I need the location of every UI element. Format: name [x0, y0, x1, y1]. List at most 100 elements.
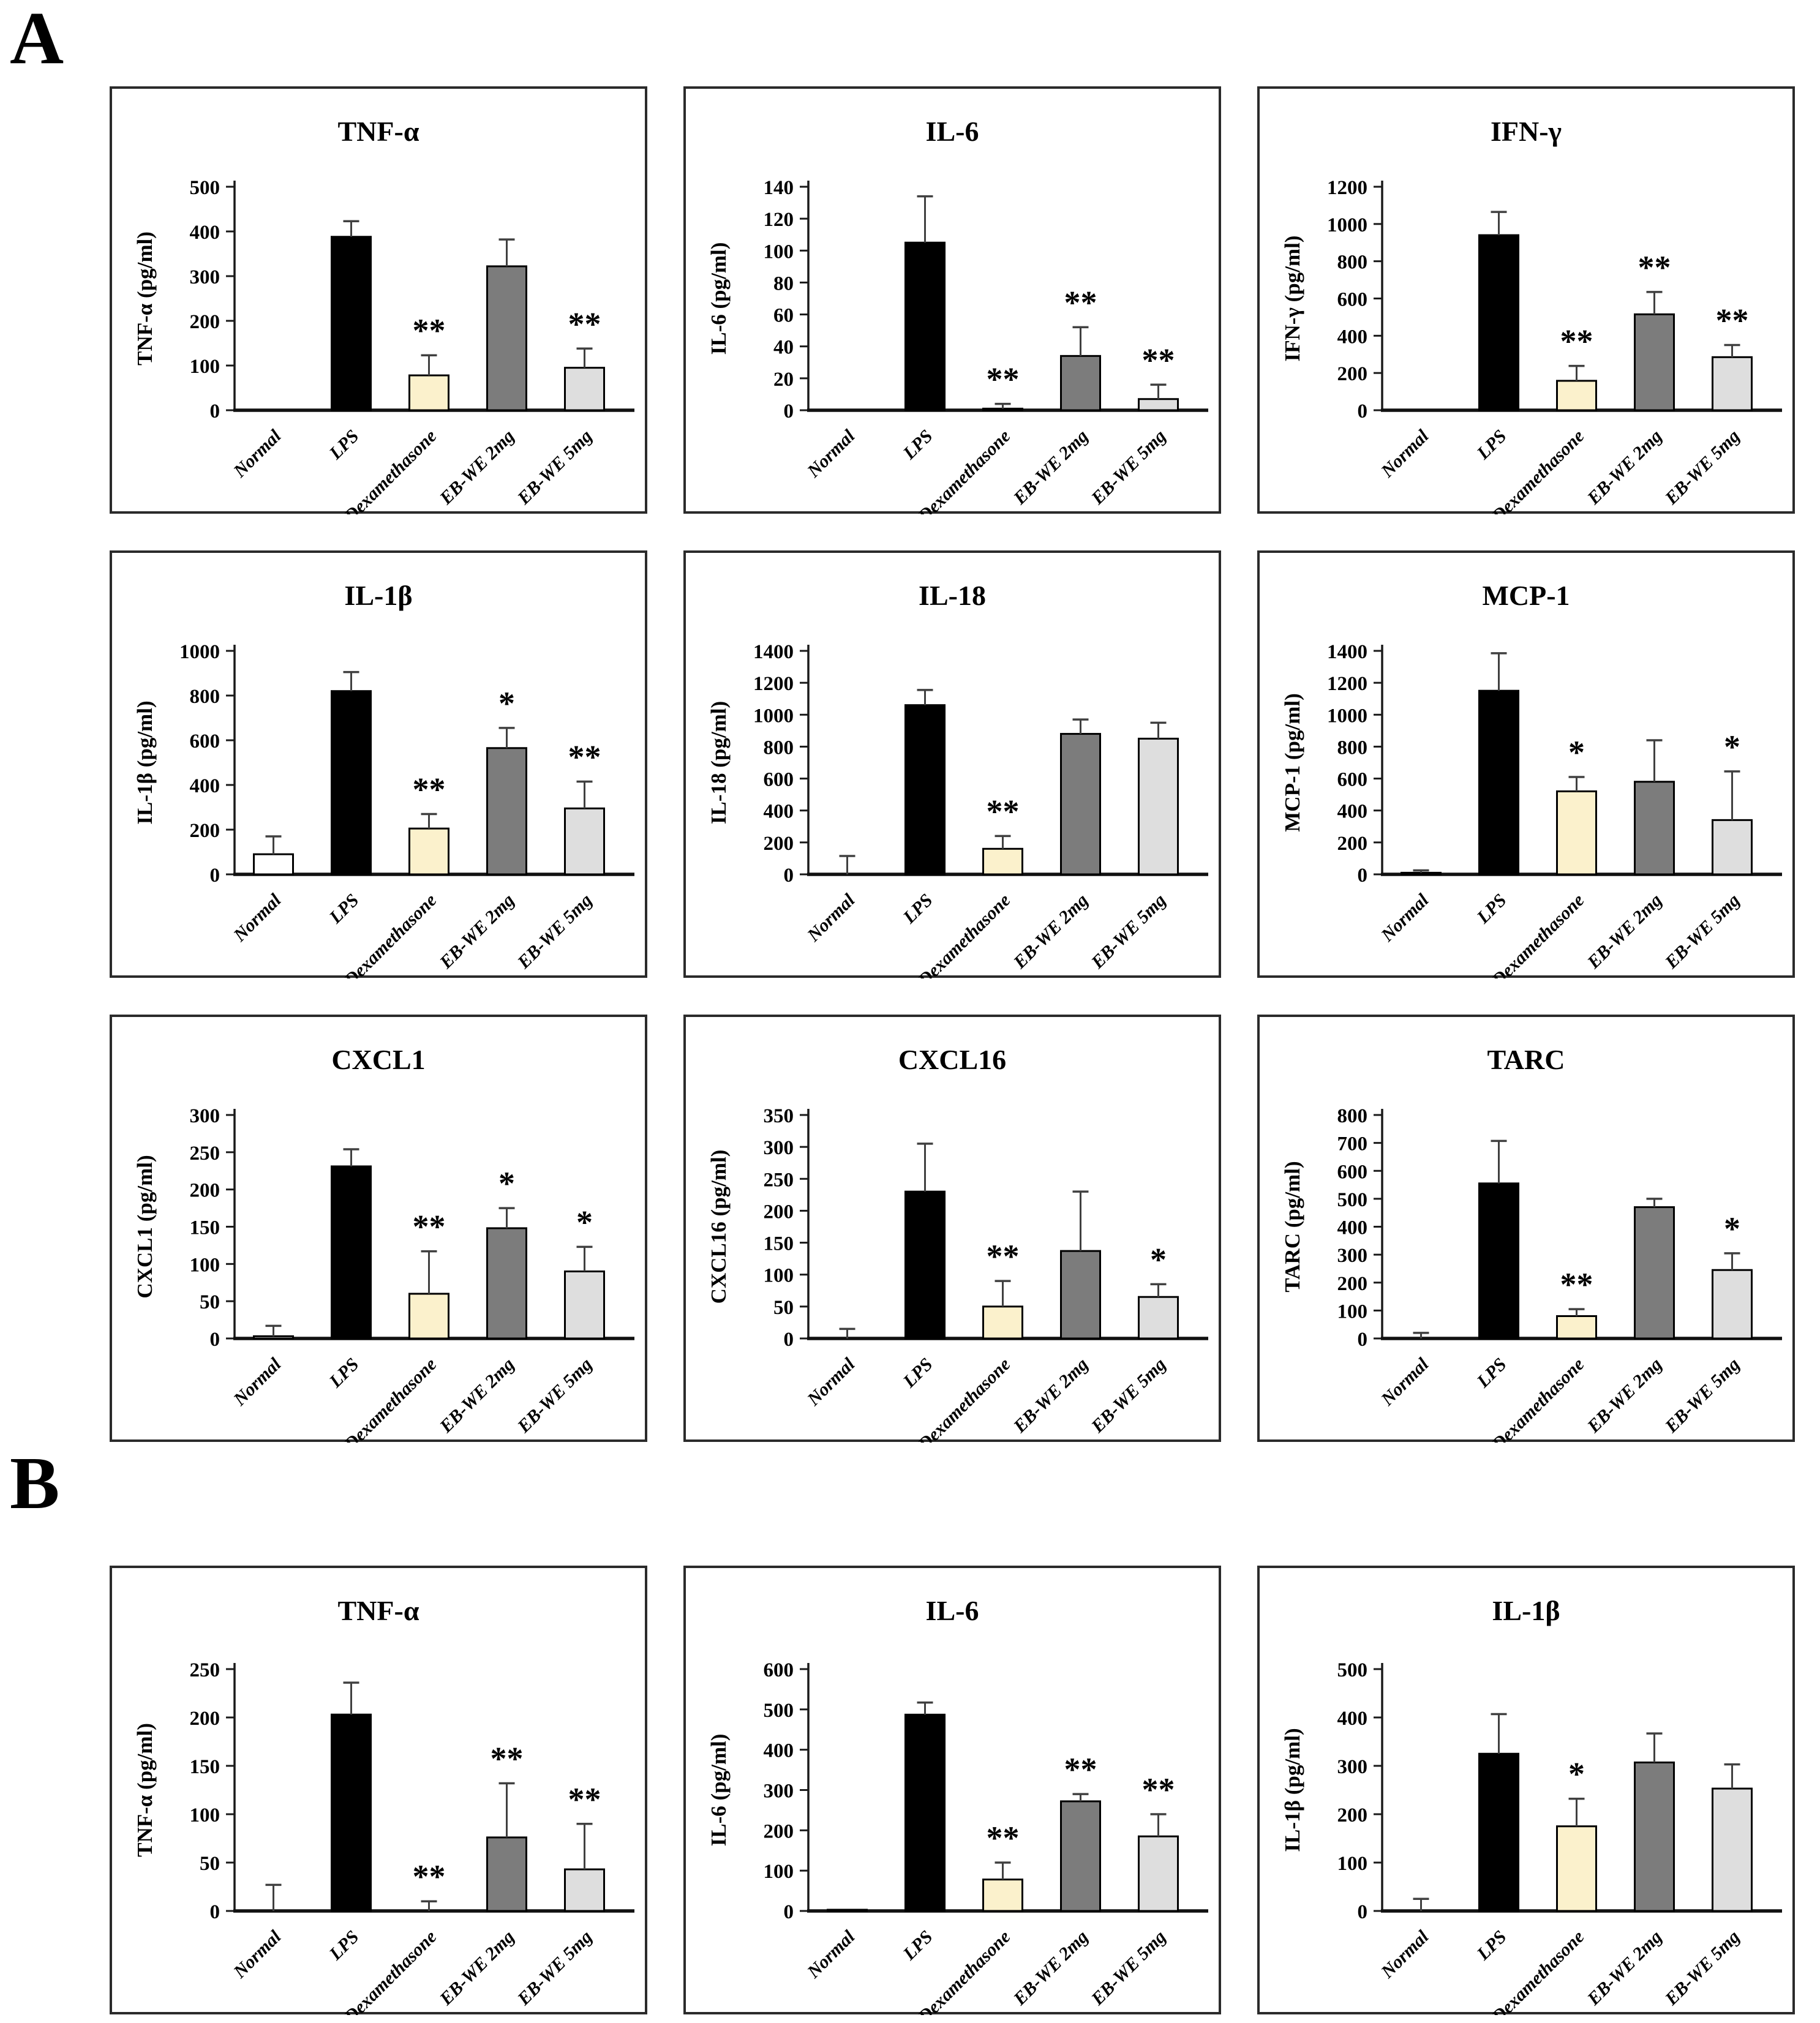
bar-normal: [253, 1335, 294, 1340]
y-tick-label: 400: [1337, 801, 1368, 823]
section-label-a: A: [10, 0, 64, 80]
y-tick-label: 800: [764, 737, 794, 759]
chart-svg-a-mcp1: MCP-1 0 200 400 600 800 1000 1200 1400 MCP-1 (pg/…: [1257, 550, 1795, 978]
chart-title: IL-1β: [344, 580, 412, 611]
y-tick-label: 0: [784, 1329, 794, 1351]
y-axis-label: IL-1β (pg/ml): [1280, 1728, 1304, 1852]
bar-eb-we-2mg: [486, 1836, 527, 1912]
y-tick-label: 100: [764, 1265, 794, 1287]
bar-eb-we-2mg: [1060, 1800, 1101, 1912]
significance-marker: *: [1724, 729, 1740, 765]
y-tick-label: 0: [210, 1901, 220, 1923]
y-tick-label: 250: [764, 1169, 794, 1191]
bar-lps: [904, 241, 946, 411]
significance-marker: **: [568, 1781, 601, 1818]
y-axis-label: MCP-1 (pg/ml): [1280, 693, 1304, 831]
significance-marker: *: [576, 1204, 593, 1240]
significance-marker: **: [413, 1209, 446, 1245]
panel-a-cxcl16: CXCL16 0 50 100 150 200 250 300 350 CXCL16 (pg/ml…: [683, 1014, 1222, 1443]
chart-svg-a-tarc: TARC 0 100 200 300 400 500 600 700 800 TARC (pg/ml…: [1257, 1015, 1795, 1443]
y-tick-label: 80: [773, 272, 794, 295]
significance-marker: **: [413, 1858, 446, 1895]
y-axis-label: TNF-α (pg/ml): [133, 1723, 157, 1857]
significance-marker: **: [1560, 323, 1593, 360]
y-tick-label: 40: [773, 337, 794, 359]
y-tick-label: 400: [190, 775, 220, 797]
y-tick-label: 50: [200, 1853, 220, 1875]
bar-lps: [1478, 1182, 1519, 1340]
chart-title: IFN-γ: [1491, 116, 1562, 147]
y-tick-label: 0: [210, 400, 220, 422]
panel-a-cxcl1: CXCL1 0 50 100 150 200 250 300 CXCL1 (pg/ml) Norm…: [109, 1014, 648, 1443]
y-axis-label: IFN-γ (pg/ml): [1280, 236, 1304, 362]
chart-title: IL-6: [926, 116, 979, 147]
bar-normal: [253, 853, 294, 876]
bar-lps: [331, 1165, 372, 1340]
y-tick-label: 300: [1337, 1245, 1368, 1267]
significance-marker: **: [1716, 302, 1749, 339]
y-tick-label: 600: [1337, 1161, 1368, 1183]
y-tick-label: 140: [764, 177, 794, 199]
bar-lps: [904, 1190, 946, 1340]
y-tick-label: 400: [1337, 1217, 1368, 1239]
significance-marker: **: [1142, 342, 1175, 378]
y-tick-label: 500: [764, 1700, 794, 1722]
significance-marker: *: [498, 1165, 515, 1202]
y-tick-label: 300: [1337, 1756, 1368, 1778]
y-tick-label: 0: [784, 400, 794, 422]
panel-a-il6: IL-6 0 20 40 60 80 100 120 140 IL-6 (pg/ml) Normal…: [683, 86, 1222, 514]
y-tick-label: 100: [1337, 1853, 1368, 1875]
y-tick-label: 60: [773, 305, 794, 327]
bar-eb-we-2mg: [1634, 313, 1675, 411]
y-tick-label: 1400: [1327, 641, 1367, 663]
panel-b-tnf-alpha: TNF-α 0 50 100 150 200 250 TNF-α (pg/ml) Normal L…: [109, 1565, 648, 2015]
y-tick-label: 600: [764, 769, 794, 791]
y-tick-label: 50: [773, 1297, 794, 1319]
significance-marker: **: [987, 1820, 1020, 1856]
significance-marker: *: [1568, 734, 1585, 771]
panel-a-il1-beta: IL-1β 0 200 400 600 800 1000 IL-1β (pg/ml) Norma…: [109, 550, 648, 978]
y-tick-label: 100: [764, 241, 794, 263]
significance-marker: **: [568, 739, 601, 776]
bar-dexamethasone: [982, 847, 1023, 876]
chart-title: CXCL16: [898, 1044, 1006, 1075]
bar-eb-we-2mg: [1634, 1761, 1675, 1912]
y-tick-label: 200: [1337, 1273, 1368, 1295]
chart-svg-a-il18: IL-18 0 200 400 600 800 1000 1200 1400 IL-18 (pg/…: [683, 550, 1221, 978]
y-tick-label: 120: [764, 209, 794, 231]
y-tick-label: 100: [190, 1804, 220, 1826]
bar-lps: [904, 704, 946, 876]
y-tick-label: 1000: [1327, 705, 1367, 727]
bar-eb-we-5mg: [564, 807, 605, 876]
y-tick-label: 150: [190, 1217, 220, 1239]
y-tick-label: 150: [764, 1233, 794, 1255]
bar-eb-we-5mg: [1712, 1269, 1753, 1340]
bar-eb-we-2mg: [486, 747, 527, 876]
bar-dexamethasone: [1556, 1825, 1597, 1912]
bar-dexamethasone: [408, 374, 449, 411]
chart-title: IL-18: [919, 580, 986, 611]
y-tick-label: 200: [190, 1708, 220, 1730]
significance-marker: *: [498, 685, 515, 722]
y-tick-label: 50: [200, 1291, 220, 1313]
chart-title: TNF-α: [338, 1595, 419, 1626]
bar-eb-we-5mg: [1138, 1296, 1179, 1340]
panel-border: [110, 86, 647, 514]
y-tick-label: 200: [1337, 363, 1368, 385]
y-tick-label: 0: [784, 1901, 794, 1923]
section-label-b: B: [10, 1442, 60, 1525]
panel-border: [110, 550, 647, 978]
y-tick-label: 250: [190, 1659, 220, 1681]
significance-marker: **: [491, 1740, 524, 1777]
bar-dexamethasone: [408, 827, 449, 876]
y-tick-label: 600: [190, 730, 220, 753]
significance-marker: **: [987, 361, 1020, 398]
y-tick-label: 150: [190, 1756, 220, 1778]
y-tick-label: 800: [1337, 1105, 1368, 1127]
